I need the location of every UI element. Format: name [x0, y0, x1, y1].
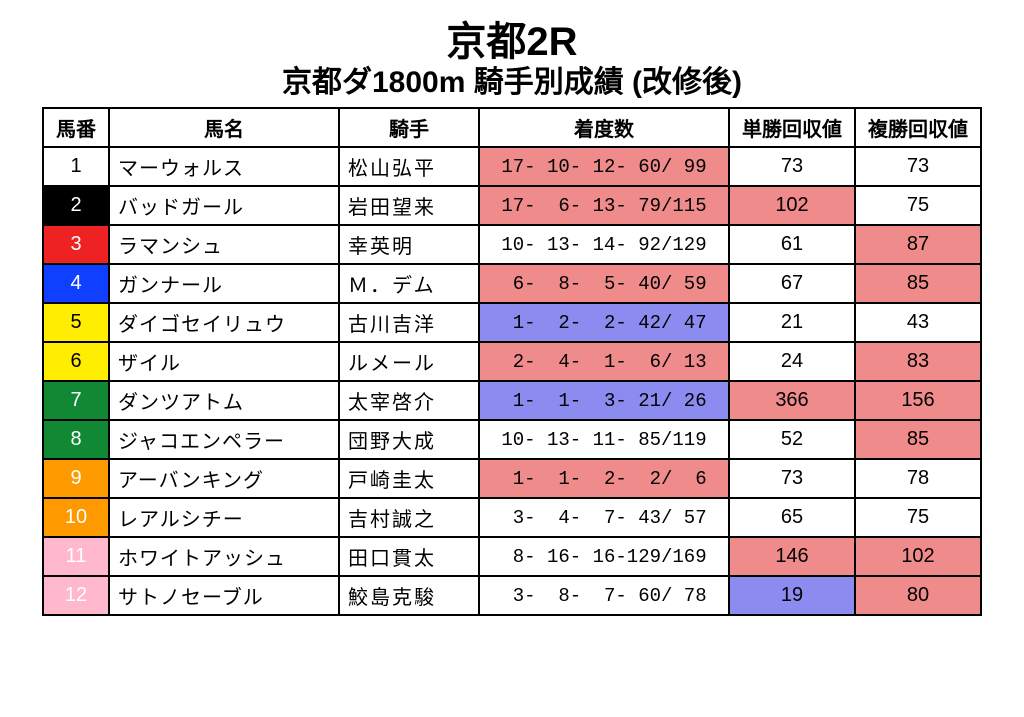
horse-number: 5: [43, 303, 109, 342]
horse-number: 3: [43, 225, 109, 264]
jockey-name: 古川吉洋: [339, 303, 479, 342]
win-recovery-value: 19: [729, 576, 855, 615]
record-value: 3- 4- 7- 43/ 57: [479, 498, 729, 537]
horse-name: ホワイトアッシュ: [109, 537, 339, 576]
win-recovery-value: 73: [729, 459, 855, 498]
table-header-row: 馬番 馬名 騎手 着度数 単勝回収値 複勝回収値: [43, 108, 981, 147]
record-value: 17- 6- 13- 79/115: [479, 186, 729, 225]
table-row: 12サトノセーブル鮫島克駿 3- 8- 7- 60/ 781980: [43, 576, 981, 615]
record-value: 1- 1- 2- 2/ 6: [479, 459, 729, 498]
place-recovery-value: 102: [855, 537, 981, 576]
table-row: 11ホワイトアッシュ田口貫太 8- 16- 16-129/169146102: [43, 537, 981, 576]
win-recovery-value: 146: [729, 537, 855, 576]
header-win: 単勝回収値: [729, 108, 855, 147]
win-recovery-value: 65: [729, 498, 855, 537]
place-recovery-value: 43: [855, 303, 981, 342]
horse-name: ダンツアトム: [109, 381, 339, 420]
horse-name: バッドガール: [109, 186, 339, 225]
header-name: 馬名: [109, 108, 339, 147]
table-row: 6ザイルルメール 2- 4- 1- 6/ 132483: [43, 342, 981, 381]
place-recovery-value: 87: [855, 225, 981, 264]
record-value: 10- 13- 11- 85/119: [479, 420, 729, 459]
table-row: 2バッドガール岩田望来17- 6- 13- 79/11510275: [43, 186, 981, 225]
table-row: 4ガンナールＭ．デム 6- 8- 5- 40/ 596785: [43, 264, 981, 303]
table-row: 3ラマンシュ幸英明10- 13- 14- 92/1296187: [43, 225, 981, 264]
header-record: 着度数: [479, 108, 729, 147]
record-value: 2- 4- 1- 6/ 13: [479, 342, 729, 381]
horse-number: 2: [43, 186, 109, 225]
horse-name: サトノセーブル: [109, 576, 339, 615]
place-recovery-value: 73: [855, 147, 981, 186]
place-recovery-value: 85: [855, 264, 981, 303]
horse-number: 12: [43, 576, 109, 615]
horse-number: 7: [43, 381, 109, 420]
jockey-name: 吉村誠之: [339, 498, 479, 537]
jockey-name: 岩田望来: [339, 186, 479, 225]
horse-number: 9: [43, 459, 109, 498]
horse-number: 8: [43, 420, 109, 459]
horse-number: 1: [43, 147, 109, 186]
horse-name: アーバンキング: [109, 459, 339, 498]
win-recovery-value: 67: [729, 264, 855, 303]
place-recovery-value: 80: [855, 576, 981, 615]
results-table: 馬番 馬名 騎手 着度数 単勝回収値 複勝回収値 1マーウォルス松山弘平17- …: [42, 107, 982, 616]
jockey-name: 松山弘平: [339, 147, 479, 186]
record-value: 8- 16- 16-129/169: [479, 537, 729, 576]
jockey-name: 鮫島克駿: [339, 576, 479, 615]
horse-name: ラマンシュ: [109, 225, 339, 264]
jockey-name: 太宰啓介: [339, 381, 479, 420]
place-recovery-value: 78: [855, 459, 981, 498]
table-row: 10レアルシチー吉村誠之 3- 4- 7- 43/ 576575: [43, 498, 981, 537]
jockey-name: 団野大成: [339, 420, 479, 459]
page-container: 京都2R 京都ダ1800m 騎手別成績 (改修後) 馬番 馬名 騎手 着度数 単…: [42, 20, 982, 616]
place-recovery-value: 83: [855, 342, 981, 381]
horse-name: ザイル: [109, 342, 339, 381]
table-body: 1マーウォルス松山弘平17- 10- 12- 60/ 9973732バッドガール…: [43, 147, 981, 615]
record-value: 1- 2- 2- 42/ 47: [479, 303, 729, 342]
win-recovery-value: 24: [729, 342, 855, 381]
jockey-name: 戸崎圭太: [339, 459, 479, 498]
horse-number: 6: [43, 342, 109, 381]
place-recovery-value: 75: [855, 186, 981, 225]
horse-number: 4: [43, 264, 109, 303]
jockey-name: 幸英明: [339, 225, 479, 264]
horse-number: 10: [43, 498, 109, 537]
win-recovery-value: 366: [729, 381, 855, 420]
record-value: 3- 8- 7- 60/ 78: [479, 576, 729, 615]
header-place: 複勝回収値: [855, 108, 981, 147]
horse-name: レアルシチー: [109, 498, 339, 537]
win-recovery-value: 73: [729, 147, 855, 186]
horse-number: 11: [43, 537, 109, 576]
place-recovery-value: 156: [855, 381, 981, 420]
table-row: 8ジャコエンペラー団野大成10- 13- 11- 85/1195285: [43, 420, 981, 459]
page-subtitle: 京都ダ1800m 騎手別成績 (改修後): [42, 66, 982, 99]
horse-name: マーウォルス: [109, 147, 339, 186]
win-recovery-value: 52: [729, 420, 855, 459]
header-jockey: 騎手: [339, 108, 479, 147]
jockey-name: ルメール: [339, 342, 479, 381]
header-num: 馬番: [43, 108, 109, 147]
record-value: 10- 13- 14- 92/129: [479, 225, 729, 264]
table-row: 7ダンツアトム太宰啓介 1- 1- 3- 21/ 26366156: [43, 381, 981, 420]
horse-name: ジャコエンペラー: [109, 420, 339, 459]
jockey-name: Ｍ．デム: [339, 264, 479, 303]
record-value: 6- 8- 5- 40/ 59: [479, 264, 729, 303]
place-recovery-value: 75: [855, 498, 981, 537]
win-recovery-value: 102: [729, 186, 855, 225]
place-recovery-value: 85: [855, 420, 981, 459]
page-title: 京都2R: [42, 20, 982, 64]
table-row: 1マーウォルス松山弘平17- 10- 12- 60/ 997373: [43, 147, 981, 186]
horse-name: ダイゴセイリュウ: [109, 303, 339, 342]
jockey-name: 田口貫太: [339, 537, 479, 576]
record-value: 1- 1- 3- 21/ 26: [479, 381, 729, 420]
record-value: 17- 10- 12- 60/ 99: [479, 147, 729, 186]
win-recovery-value: 21: [729, 303, 855, 342]
win-recovery-value: 61: [729, 225, 855, 264]
table-row: 5ダイゴセイリュウ古川吉洋 1- 2- 2- 42/ 472143: [43, 303, 981, 342]
table-row: 9アーバンキング戸崎圭太 1- 1- 2- 2/ 67378: [43, 459, 981, 498]
horse-name: ガンナール: [109, 264, 339, 303]
